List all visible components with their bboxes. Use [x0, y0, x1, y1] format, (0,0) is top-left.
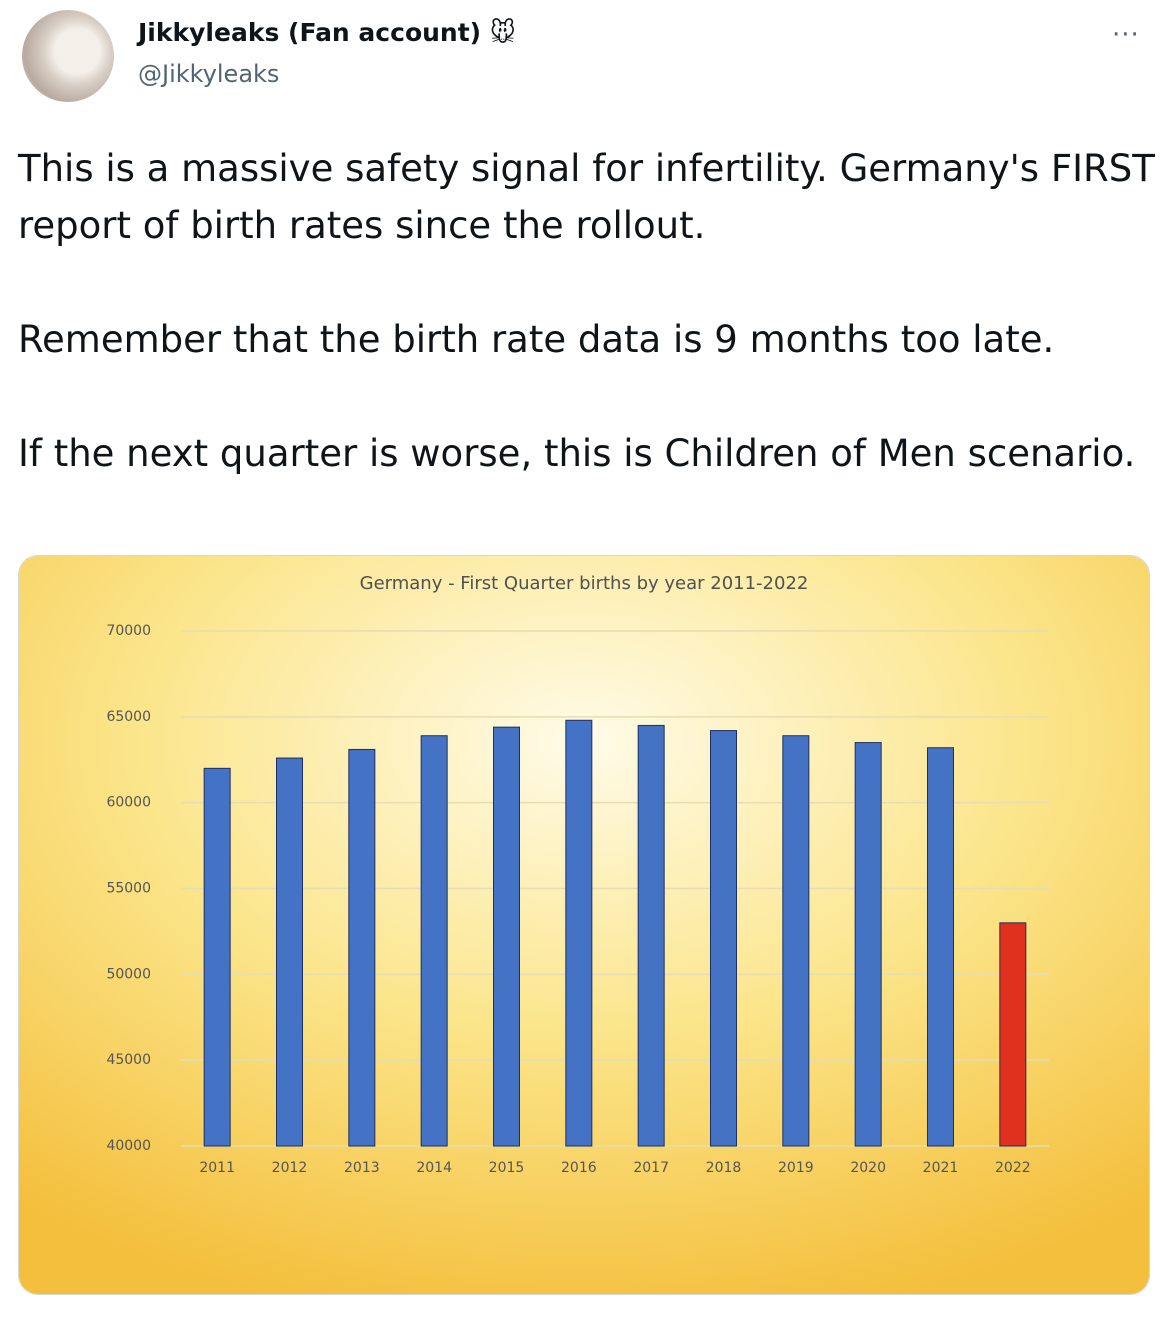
x-tick-label: 2016 — [561, 1160, 597, 1176]
more-button[interactable]: ··· — [1112, 20, 1140, 50]
x-tick-label: 2015 — [489, 1160, 525, 1176]
bar — [276, 757, 303, 1147]
y-tick-label: 65000 — [106, 709, 151, 725]
author-handle[interactable]: @Jikkyleaks — [138, 60, 280, 88]
y-tick-label: 60000 — [106, 795, 151, 811]
avatar[interactable] — [22, 10, 114, 102]
paragraph: If the next quarter is worse, this is Ch… — [18, 432, 1136, 475]
paragraph: This is a massive safety signal for infe… — [18, 147, 1155, 247]
bar — [493, 726, 520, 1147]
author-name[interactable]: Jikkyleaks (Fan account) 🐭 — [138, 18, 516, 47]
bar — [565, 719, 593, 1147]
x-tick-label: 2018 — [706, 1160, 742, 1176]
bar — [999, 922, 1027, 1147]
image-card[interactable]: Germany - First Quarter births by year 2… — [18, 555, 1150, 1295]
bar — [710, 730, 737, 1147]
x-tick-label: 2013 — [344, 1160, 380, 1176]
x-tick-label: 2019 — [778, 1160, 814, 1176]
y-tick-label: 55000 — [106, 881, 151, 897]
x-tick-label: 2020 — [850, 1160, 886, 1176]
paragraph: Remember that the birth rate data is 9 m… — [18, 318, 1055, 361]
bar — [854, 742, 882, 1147]
x-tick-label: 2022 — [995, 1160, 1031, 1176]
y-tick-label: 50000 — [106, 966, 151, 982]
chart-title: Germany - First Quarter births by year 2… — [360, 573, 809, 594]
tweet-text: This is a massive safety signal for infe… — [18, 140, 1158, 539]
bar — [782, 735, 810, 1147]
x-tick-label: 2011 — [199, 1160, 235, 1176]
y-tick-label: 70000 — [106, 623, 151, 639]
y-tick-label: 40000 — [106, 1138, 151, 1154]
x-tick-label: 2017 — [633, 1160, 669, 1176]
bar — [420, 735, 448, 1147]
chart: Germany - First Quarter births by year 2… — [19, 556, 1149, 1294]
bar — [637, 724, 665, 1147]
x-tick-label: 2012 — [272, 1160, 308, 1176]
x-tick-label: 2014 — [416, 1160, 452, 1176]
y-tick-label: 45000 — [106, 1052, 151, 1068]
bar — [348, 748, 376, 1147]
x-tick-label: 2021 — [923, 1160, 959, 1176]
bar — [927, 747, 954, 1147]
bar — [203, 767, 231, 1147]
